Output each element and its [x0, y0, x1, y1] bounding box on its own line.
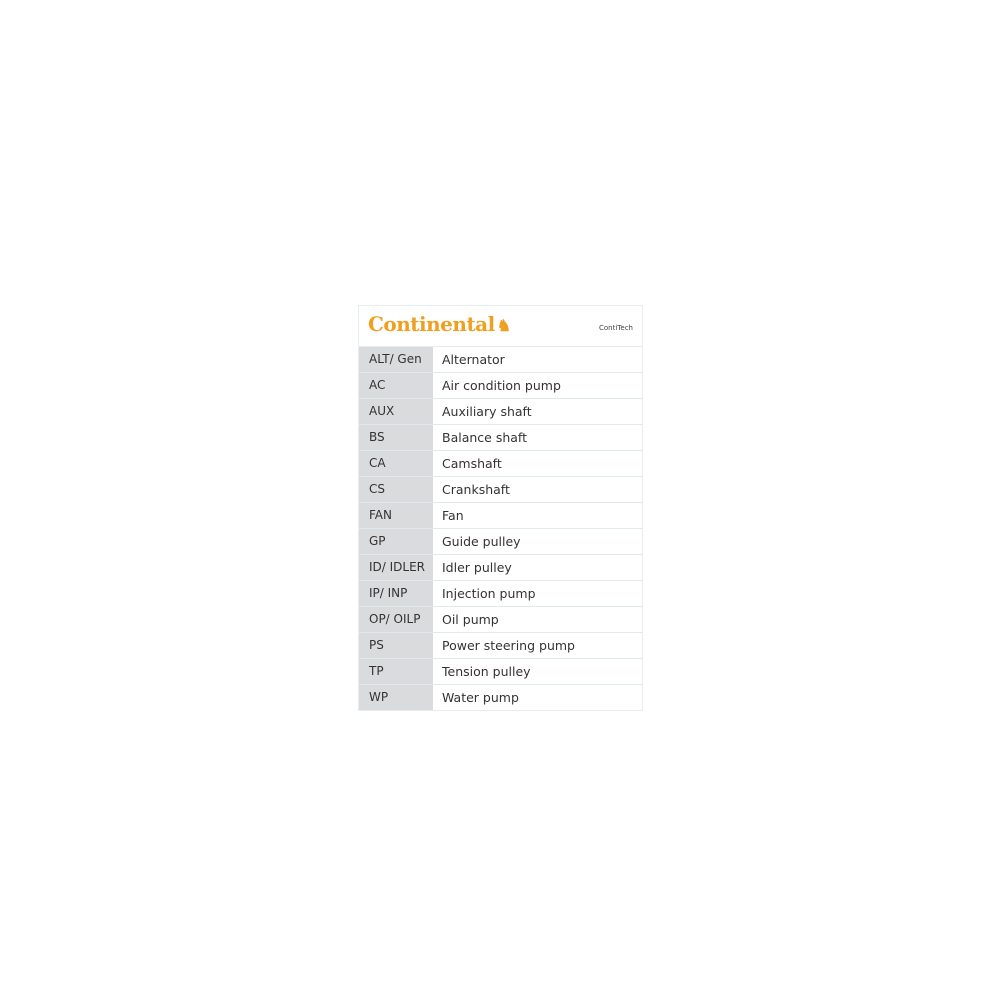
table-row: PS Power steering pump — [359, 633, 642, 659]
table-row: WP Water pump — [359, 685, 642, 710]
abbreviation-cell: CA — [359, 451, 433, 476]
description-cell: Fan — [442, 508, 464, 523]
description-cell: Air condition pump — [442, 378, 561, 393]
table-row: AC Air condition pump — [359, 373, 642, 399]
abbreviation-legend-card: Continental ♞ ContiTech ALT/ Gen Alternato… — [358, 305, 643, 711]
contitech-label: ContiTech — [599, 324, 633, 332]
abbreviation-cell: IP/ INP — [359, 581, 433, 606]
description-cell: Tension pulley — [442, 664, 531, 679]
table-row: CA Camshaft — [359, 451, 642, 477]
horse-icon: ♞ — [496, 316, 511, 335]
logo-text: Continental — [368, 312, 495, 336]
table-row: ID/ IDLER Idler pulley — [359, 555, 642, 581]
abbreviation-cell: CS — [359, 477, 433, 502]
description-cell: Water pump — [442, 690, 519, 705]
card-header: Continental ♞ ContiTech — [359, 306, 642, 347]
continental-logo: Continental ♞ — [368, 312, 511, 336]
table-row: CS Crankshaft — [359, 477, 642, 503]
table-row: BS Balance shaft — [359, 425, 642, 451]
description-cell: Camshaft — [442, 456, 502, 471]
abbreviation-cell: FAN — [359, 503, 433, 528]
abbreviation-cell: BS — [359, 425, 433, 450]
abbreviation-cell: WP — [359, 685, 433, 710]
abbreviation-cell: ALT/ Gen — [359, 347, 433, 372]
abbreviation-cell: PS — [359, 633, 433, 658]
description-cell: Alternator — [442, 352, 505, 367]
description-cell: Auxiliary shaft — [442, 404, 532, 419]
table-row: TP Tension pulley — [359, 659, 642, 685]
abbreviation-cell: OP/ OILP — [359, 607, 433, 632]
description-cell: Crankshaft — [442, 482, 510, 497]
table-row: ALT/ Gen Alternator — [359, 347, 642, 373]
abbreviation-cell: TP — [359, 659, 433, 684]
description-cell: Injection pump — [442, 586, 536, 601]
table-row: FAN Fan — [359, 503, 642, 529]
abbreviation-table: ALT/ Gen Alternator AC Air condition pump AU… — [359, 347, 642, 710]
abbreviation-cell: AUX — [359, 399, 433, 424]
table-row: AUX Auxiliary shaft — [359, 399, 642, 425]
description-cell: Guide pulley — [442, 534, 521, 549]
description-cell: Balance shaft — [442, 430, 528, 445]
abbreviation-cell: ID/ IDLER — [359, 555, 433, 580]
abbreviation-cell: AC — [359, 373, 433, 398]
table-row: IP/ INP Injection pump — [359, 581, 642, 607]
description-cell: Oil pump — [442, 612, 499, 627]
abbreviation-cell: GP — [359, 529, 433, 554]
table-row: GP Guide pulley — [359, 529, 642, 555]
table-row: OP/ OILP Oil pump — [359, 607, 642, 633]
description-cell: Power steering pump — [442, 638, 575, 653]
description-cell: Idler pulley — [442, 560, 512, 575]
